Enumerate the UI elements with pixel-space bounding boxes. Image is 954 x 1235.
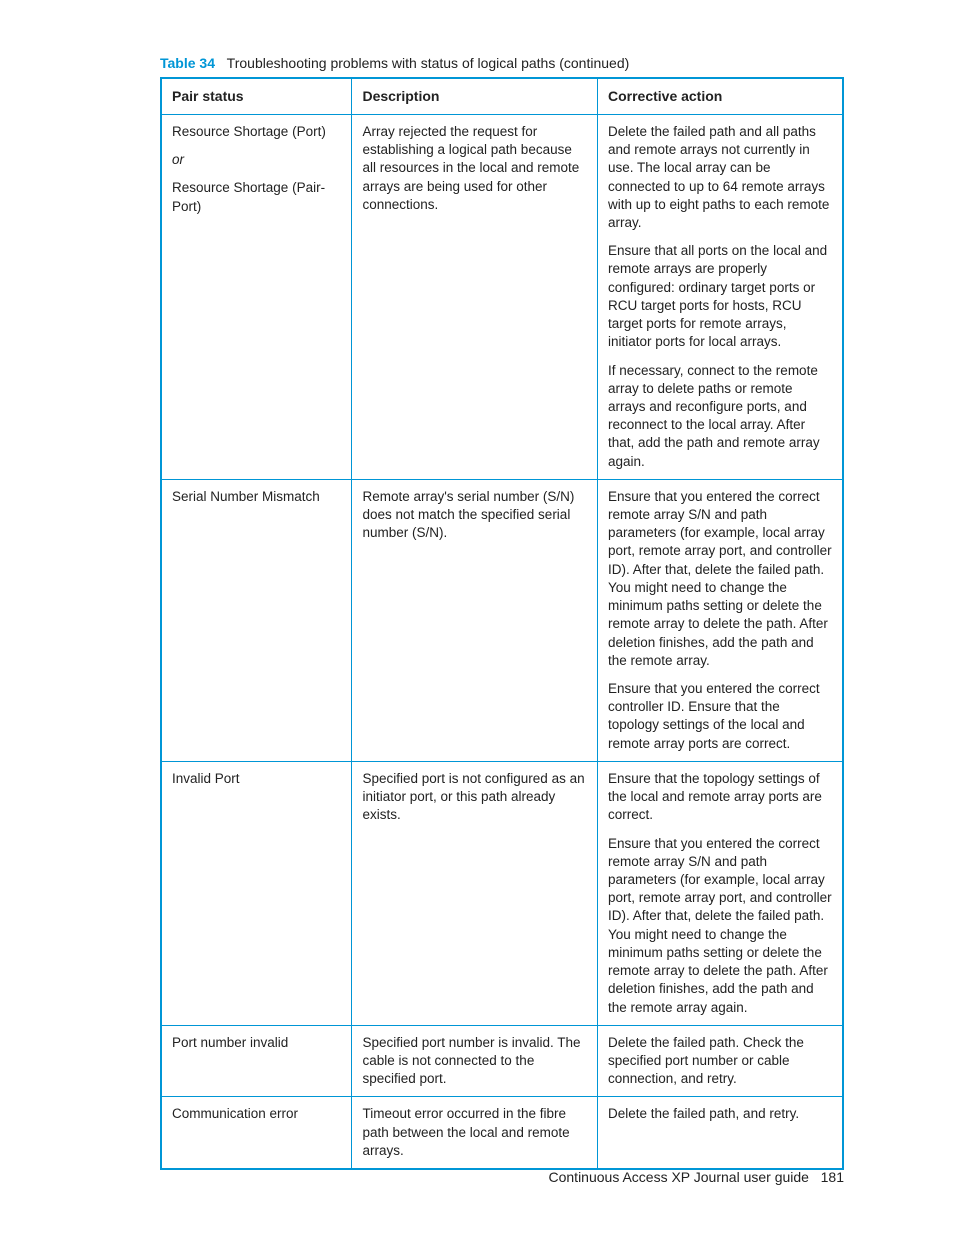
cell-description: Remote array's serial number (S/N) does …	[352, 479, 598, 761]
action-para: If necessary, connect to the remote arra…	[608, 362, 832, 471]
table-row: Resource Shortage (Port) or Resource Sho…	[161, 114, 843, 479]
cell-action: Delete the failed path and all paths and…	[597, 114, 843, 479]
cell-description: Array rejected the request for establish…	[352, 114, 598, 479]
cell-status: Communication error	[161, 1097, 352, 1169]
footer-page: 181	[821, 1169, 844, 1185]
action-para: Ensure that all ports on the local and r…	[608, 242, 832, 351]
table-row: Serial Number Mismatch Remote array's se…	[161, 479, 843, 761]
status-line: Resource Shortage (Pair-Port)	[172, 179, 341, 215]
cell-status: Serial Number Mismatch	[161, 479, 352, 761]
cell-description: Specified port is not configured as an i…	[352, 761, 598, 1025]
table-caption: Table 34 Troubleshooting problems with s…	[160, 55, 844, 71]
action-para: Ensure that you entered the correct remo…	[608, 835, 832, 1017]
cell-action: Delete the failed path. Check the specif…	[597, 1025, 843, 1097]
cell-status: Invalid Port	[161, 761, 352, 1025]
footer-title: Continuous Access XP Journal user guide	[549, 1169, 809, 1185]
table-caption-text: Troubleshooting problems with status of …	[227, 55, 630, 71]
action-para: Ensure that the topology settings of the…	[608, 770, 832, 825]
action-para: Ensure that you entered the correct remo…	[608, 488, 832, 670]
status-line: Resource Shortage (Port)	[172, 123, 341, 141]
table-row: Communication error Timeout error occurr…	[161, 1097, 843, 1169]
table-row: Port number invalid Specified port numbe…	[161, 1025, 843, 1097]
cell-action: Delete the failed path, and retry.	[597, 1097, 843, 1169]
action-para: Delete the failed path and all paths and…	[608, 123, 832, 232]
cell-status: Resource Shortage (Port) or Resource Sho…	[161, 114, 352, 479]
table-row: Invalid Port Specified port is not confi…	[161, 761, 843, 1025]
cell-action: Ensure that you entered the correct remo…	[597, 479, 843, 761]
table-label: Table 34	[160, 55, 215, 71]
cell-status: Port number invalid	[161, 1025, 352, 1097]
col-header-status: Pair status	[161, 78, 352, 114]
cell-description: Specified port number is invalid. The ca…	[352, 1025, 598, 1097]
action-para: Ensure that you entered the correct cont…	[608, 680, 832, 753]
cell-description: Timeout error occurred in the fibre path…	[352, 1097, 598, 1169]
cell-action: Ensure that the topology settings of the…	[597, 761, 843, 1025]
troubleshooting-table: Pair status Description Corrective actio…	[160, 77, 844, 1170]
col-header-description: Description	[352, 78, 598, 114]
page-footer: Continuous Access XP Journal user guide …	[549, 1169, 845, 1185]
table-header-row: Pair status Description Corrective actio…	[161, 78, 843, 114]
col-header-action: Corrective action	[597, 78, 843, 114]
status-or: or	[172, 151, 341, 169]
